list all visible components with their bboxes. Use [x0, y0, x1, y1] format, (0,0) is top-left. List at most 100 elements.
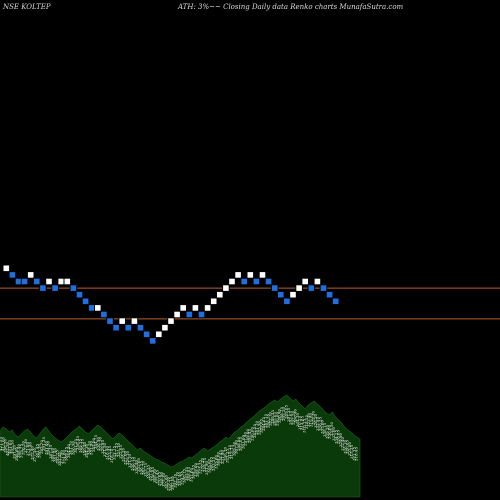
volume-label: 304.10: [295, 413, 300, 427]
renko-brick: [319, 284, 328, 292]
volume-label: 371.60: [25, 442, 30, 456]
volume-label: 359.35: [145, 465, 150, 479]
renko-brick: [185, 310, 194, 319]
volume-label: 321.50: [102, 443, 107, 457]
volume-label: 310.15: [302, 419, 307, 433]
volume-label: 289.05: [284, 405, 289, 419]
volume-label: 413.00: [0, 437, 5, 451]
volume-label: 318.35: [227, 445, 232, 459]
volume-label: 288.75: [279, 407, 284, 421]
volume-label: 359.00: [193, 463, 198, 477]
renko-brick: [8, 271, 17, 279]
volume-label: 380.15: [168, 477, 173, 491]
volume-label: 323.45: [107, 446, 112, 460]
renko-brick: [39, 284, 47, 292]
renko-bricks: [2, 264, 340, 345]
volume-label: 332.60: [136, 458, 141, 472]
volume-label: 350.40: [82, 442, 87, 456]
volume-label: 314.85: [299, 416, 304, 430]
volume-label: 319.80: [308, 413, 313, 427]
volume-label: 391.35: [41, 437, 46, 451]
volume-label: 366.15: [182, 469, 187, 483]
renko-brick: [307, 284, 316, 292]
volume-label: 361.70: [68, 441, 73, 455]
volume-label: 289.05: [259, 419, 264, 433]
volume-label: 340.05: [209, 457, 214, 471]
renko-brick: [106, 317, 114, 325]
volume-label: 374.55: [179, 471, 184, 485]
volume-label: 335.50: [329, 422, 334, 436]
volume-label: 368.85: [186, 467, 191, 481]
volume-label: 320.05: [345, 440, 350, 454]
volume-label: 398.50: [3, 439, 8, 453]
volume-label: 351.90: [204, 461, 209, 475]
volume-label: 298.80: [236, 437, 241, 451]
renko-brick: [124, 323, 133, 332]
volume-label: 383.60: [163, 475, 168, 489]
volume-label: 338.15: [322, 423, 327, 437]
volume-label: 344.30: [84, 444, 89, 458]
renko-brick: [63, 277, 72, 286]
volume-label: 297.35: [286, 408, 291, 422]
volume-label: 392.25: [55, 450, 60, 464]
volume-label: 389.60: [50, 448, 55, 462]
renko-brick: [289, 290, 297, 299]
volume-label: 378.40: [28, 442, 33, 456]
volume-label: 286.40: [277, 409, 282, 423]
renko-brick: [270, 284, 279, 292]
renko-brick: [197, 310, 206, 319]
volume-label: 284.65: [261, 417, 266, 431]
volume-label: 339.20: [324, 425, 329, 439]
renko-brick: [45, 277, 53, 286]
renko-brick: [75, 290, 84, 299]
volume-label: 326.20: [313, 414, 318, 428]
volume-label: 321.75: [352, 447, 357, 461]
volume-label: 328.20: [120, 448, 125, 462]
volume-label: 293.65: [288, 411, 293, 425]
renko-brick: [20, 277, 29, 286]
volume-label: 321.25: [225, 449, 230, 463]
renko-brick: [191, 304, 200, 312]
volume-label: 297.20: [290, 411, 295, 425]
volume-label: 289.55: [270, 410, 275, 424]
renko-brick: [313, 277, 322, 286]
volume-label: 357.80: [188, 468, 193, 482]
volume-label: 358.35: [80, 439, 85, 453]
renko-brick: [148, 337, 157, 345]
renko-brick: [118, 317, 127, 325]
volume-label: 329.30: [311, 411, 316, 425]
volume-label: 281.10: [254, 421, 259, 435]
volume-label: 326.10: [342, 440, 347, 454]
volume-label: 348.20: [86, 441, 91, 455]
volume-label: 318.75: [109, 449, 114, 463]
volume-label: 317.55: [114, 443, 119, 457]
volume-label: 401.65: [7, 440, 12, 454]
renko-brick: [167, 317, 175, 325]
volume-label: 379.20: [166, 477, 171, 491]
volume-label: 309.30: [231, 442, 236, 456]
volume-label: 376.20: [200, 458, 205, 472]
renko-brick: [179, 304, 187, 312]
volume-label: 323.40: [306, 413, 311, 427]
renko-brick: [94, 304, 102, 312]
volume-label: 397.80: [43, 441, 48, 455]
volume-label: 386.30: [37, 444, 42, 458]
volume-label: 315.35: [349, 445, 354, 459]
volume-label: 322.15: [111, 446, 116, 460]
volume-label: 366.90: [71, 441, 76, 455]
volume-label: 421.55: [0, 437, 3, 451]
renko-brick: [209, 297, 218, 306]
volume-layer: [0, 394, 361, 498]
volume-label: 323.80: [347, 442, 352, 456]
renko-brick: [258, 271, 267, 279]
volume-label: 289.60: [245, 429, 250, 443]
renko-brick: [81, 297, 90, 306]
renko-brick: [228, 277, 236, 286]
volume-label: 349.55: [77, 439, 82, 453]
volume-label: 389.10: [175, 472, 180, 486]
volume-label: 355.80: [213, 455, 218, 469]
volume-labels: 421.55413.00398.50402.30401.65395.50391.…: [0, 405, 359, 491]
volume-label: 334.25: [333, 430, 338, 444]
volume-label: 297.40: [243, 432, 248, 446]
